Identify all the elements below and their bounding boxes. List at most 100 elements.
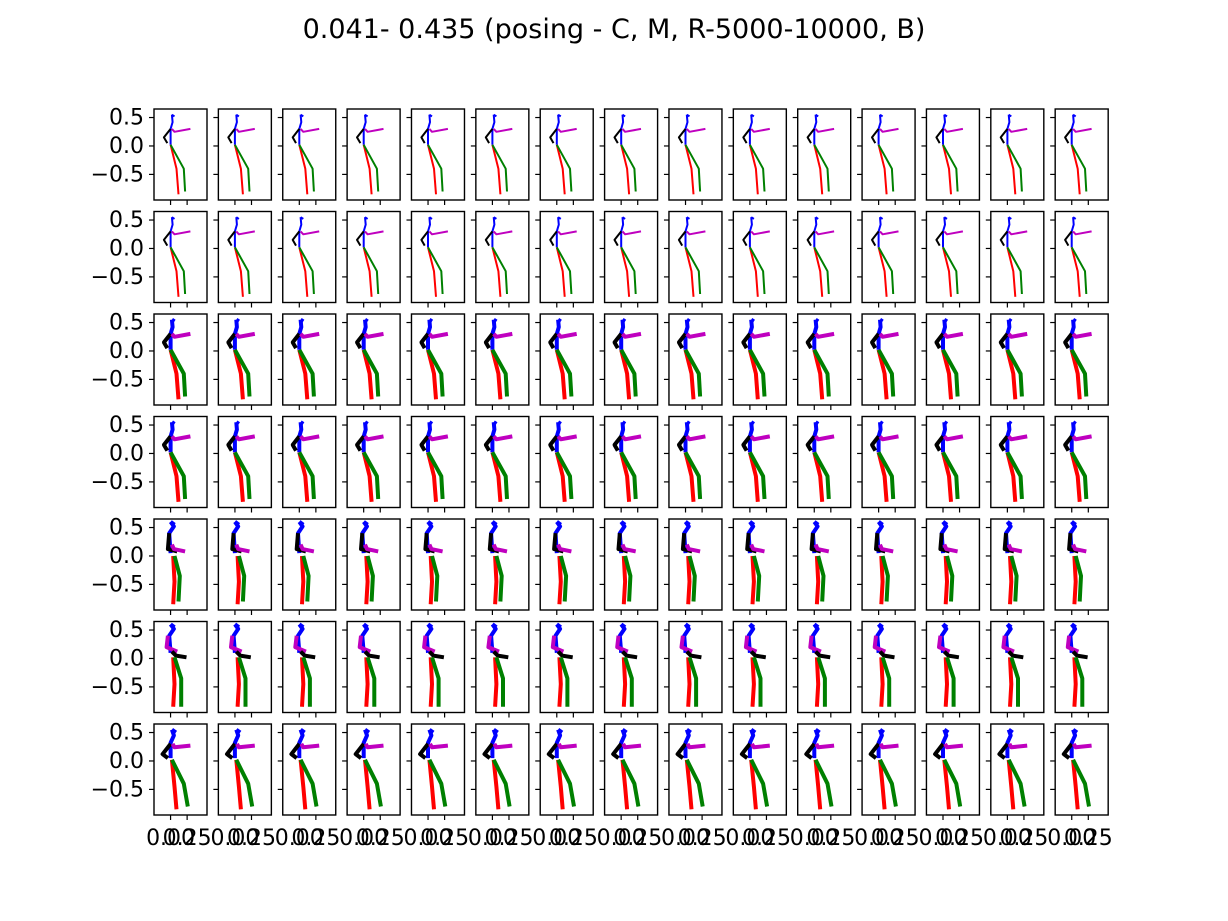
skeleton-line	[555, 520, 562, 527]
skeleton-line	[160, 742, 173, 760]
subplot-frame	[990, 620, 1045, 714]
x-tick-label: 0.00	[146, 826, 195, 851]
skeleton-line	[1070, 247, 1081, 297]
skeleton-line	[621, 127, 642, 133]
skeleton-line	[804, 742, 816, 760]
skeleton-line	[556, 543, 572, 554]
skeleton-line	[355, 435, 366, 452]
skeleton-line	[619, 451, 638, 500]
subplot-frame	[475, 415, 530, 509]
skeleton-line	[168, 319, 175, 350]
skeleton-line	[168, 348, 188, 397]
skeleton-line	[170, 728, 178, 735]
skeleton-line	[1071, 543, 1087, 554]
subplot-frame	[410, 108, 466, 201]
skeleton-line	[557, 113, 562, 118]
skeleton-line	[490, 422, 497, 453]
subplot-panel	[277, 518, 337, 615]
skeleton-line	[493, 657, 499, 707]
skeleton-line	[234, 650, 252, 660]
subplot-frame	[539, 723, 594, 816]
skeleton-line	[686, 216, 691, 220]
skeleton-line	[172, 555, 182, 602]
skeleton-line	[1008, 113, 1012, 118]
skeleton-line	[557, 318, 562, 324]
skeleton-line	[299, 434, 320, 442]
subplot-panel	[663, 415, 723, 513]
skeleton-line	[1006, 246, 1023, 295]
subplot-panel	[985, 518, 1045, 615]
subplot-frame	[797, 620, 852, 714]
skeleton-line	[363, 331, 384, 339]
skeleton-line	[168, 422, 175, 453]
x-tick-label: 0.00	[468, 826, 517, 851]
skeleton-line	[549, 230, 558, 247]
x-tick-label: 0.25	[806, 826, 855, 851]
subplot-frame	[153, 210, 208, 304]
skeleton-line	[748, 247, 759, 297]
skeleton-line	[1070, 217, 1075, 248]
skeleton-line	[877, 144, 888, 195]
skeleton-line	[880, 656, 892, 707]
skeleton-line	[942, 758, 963, 807]
skeleton-line	[942, 543, 958, 554]
skeleton-line	[168, 451, 188, 500]
x-tick-label: 0.25	[613, 826, 662, 851]
skeleton-line	[555, 144, 566, 195]
skeleton-line	[621, 216, 626, 220]
skeleton-line	[685, 331, 706, 339]
subplot-panel	[792, 415, 852, 513]
subplot-panel	[535, 210, 594, 308]
subplot-frame	[668, 518, 723, 611]
skeleton-line	[490, 451, 509, 500]
subplot-frame	[668, 108, 723, 201]
skeleton-line	[161, 332, 173, 350]
skeleton-line	[1008, 555, 1014, 605]
skeleton-line	[233, 217, 238, 248]
skeleton-line	[612, 435, 623, 452]
skeleton-line	[747, 422, 754, 453]
skeleton-line	[813, 247, 824, 297]
skeleton-line	[427, 144, 437, 195]
skeleton-line	[426, 422, 432, 453]
skeleton-line	[554, 349, 567, 400]
skeleton-line	[554, 451, 567, 502]
subplot-frame	[346, 210, 401, 304]
skeleton-line	[1006, 622, 1013, 629]
skeleton-line	[621, 650, 638, 660]
subplot-panel	[728, 620, 788, 718]
skeleton-line	[490, 319, 497, 350]
skeleton-line	[934, 435, 945, 452]
skeleton-line	[814, 742, 835, 750]
subplot-frame	[217, 518, 273, 611]
x-tick-label: 0.00	[983, 826, 1032, 851]
skeleton-line	[749, 144, 766, 192]
skeleton-line	[878, 759, 887, 810]
y-tick-label: 0.5	[109, 208, 144, 233]
skeleton-line	[162, 230, 172, 247]
skeleton-line	[621, 230, 642, 236]
skeleton-line	[548, 332, 559, 350]
subplot-panel	[535, 518, 594, 615]
x-tick-label: 0.25	[484, 826, 533, 851]
subplot-panel: 0.000.25	[404, 723, 469, 851]
skeleton-line	[877, 247, 888, 297]
skeleton-line	[813, 246, 830, 295]
skeleton-line	[1007, 420, 1013, 426]
skeleton-line	[226, 332, 237, 350]
skeleton-line	[428, 216, 433, 220]
skeleton-line	[679, 635, 693, 654]
skeleton-line	[1005, 451, 1018, 502]
skeleton-line	[812, 451, 831, 500]
skeleton-line	[484, 230, 494, 247]
skeleton-line	[427, 434, 449, 442]
subplot-frame	[925, 723, 981, 816]
skeleton-line	[612, 332, 623, 350]
x-tick-label: 0.25	[1064, 826, 1113, 851]
skeleton-line	[999, 230, 1009, 247]
subplot-panel	[663, 108, 723, 205]
skeleton-line	[426, 348, 445, 397]
skeleton-line	[748, 520, 756, 527]
skeleton-line	[492, 650, 509, 660]
skeleton-line	[300, 657, 306, 707]
